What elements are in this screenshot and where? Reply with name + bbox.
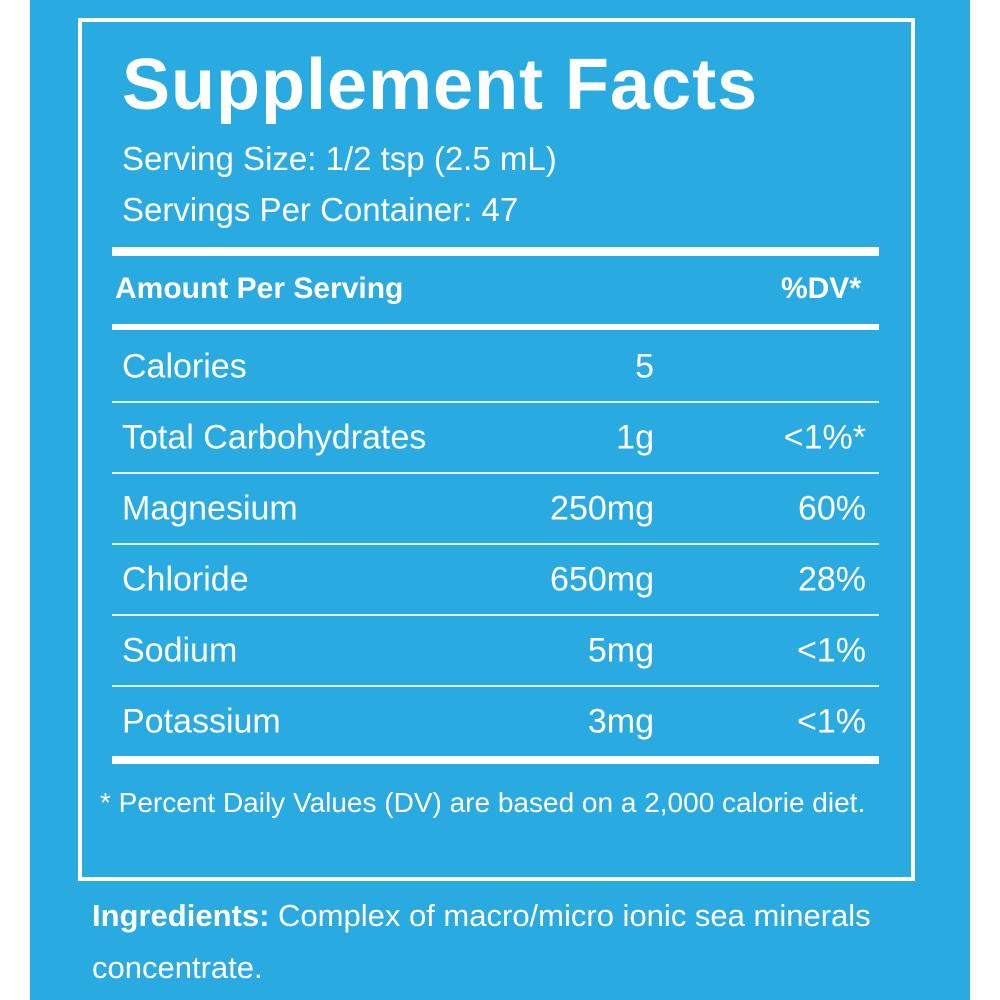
nutrient-dv: 60% xyxy=(797,489,866,527)
nutrient-amount: 3mg xyxy=(587,702,654,740)
nutrient-amount: 250mg xyxy=(550,489,654,527)
amount-header: Amount Per Serving xyxy=(115,272,404,305)
nutrient-row: Sodium 5mg <1% xyxy=(112,615,879,686)
nutrient-row: Chloride 650mg 28% xyxy=(112,544,879,615)
facts-box: Supplement Facts Serving Size: 1/2 tsp (… xyxy=(78,18,915,881)
nutrient-amount: 5 xyxy=(635,347,654,385)
nutrient-name: Potassium xyxy=(122,702,281,740)
row-divider xyxy=(112,472,879,474)
nutrient-row: Potassium 3mg <1% xyxy=(112,686,879,757)
nutrient-amount: 5mg xyxy=(587,631,654,669)
label-panel: Supplement Facts Serving Size: 1/2 tsp (… xyxy=(30,0,970,1000)
nutrient-dv: <1%* xyxy=(783,418,866,456)
nutrient-row: Total Carbohydrates 1g <1%* xyxy=(112,402,879,473)
nutrient-amount: 650mg xyxy=(550,560,654,598)
servings-per-container: Servings Per Container: 47 xyxy=(122,191,519,228)
divider-medium xyxy=(112,324,879,330)
title: Supplement Facts xyxy=(122,45,759,125)
serving-size: Serving Size: 1/2 tsp (2.5 mL) xyxy=(122,140,557,177)
nutrient-name: Sodium xyxy=(122,631,238,669)
row-divider xyxy=(112,685,879,687)
nutrient-dv: 28% xyxy=(797,560,866,598)
nutrient-name: Chloride xyxy=(122,560,249,598)
nutrient-amount: 1g xyxy=(616,418,654,456)
dv-header: %DV* xyxy=(780,272,861,305)
nutrient-dv: <1% xyxy=(797,702,866,740)
divider-thick xyxy=(112,247,879,256)
footnote: * Percent Daily Values (DV) are based on… xyxy=(100,787,866,818)
ingredients-text: Complex of macro/micro ionic sea mineral… xyxy=(92,898,871,985)
row-divider xyxy=(112,543,879,545)
nutrient-dv: <1% xyxy=(797,631,866,669)
nutrient-name: Magnesium xyxy=(122,489,298,527)
row-divider xyxy=(112,401,879,403)
nutrient-name: Calories xyxy=(122,347,247,385)
nutrient-row: Magnesium 250mg 60% xyxy=(112,473,879,544)
divider-thick xyxy=(112,756,879,764)
row-divider xyxy=(112,614,879,616)
ingredients-label: Ingredients: xyxy=(92,898,270,933)
ingredients: Ingredients: Complex of macro/micro ioni… xyxy=(92,890,952,994)
nutrient-name: Total Carbohydrates xyxy=(122,418,427,456)
nutrient-row: Calories 5 xyxy=(112,331,879,402)
